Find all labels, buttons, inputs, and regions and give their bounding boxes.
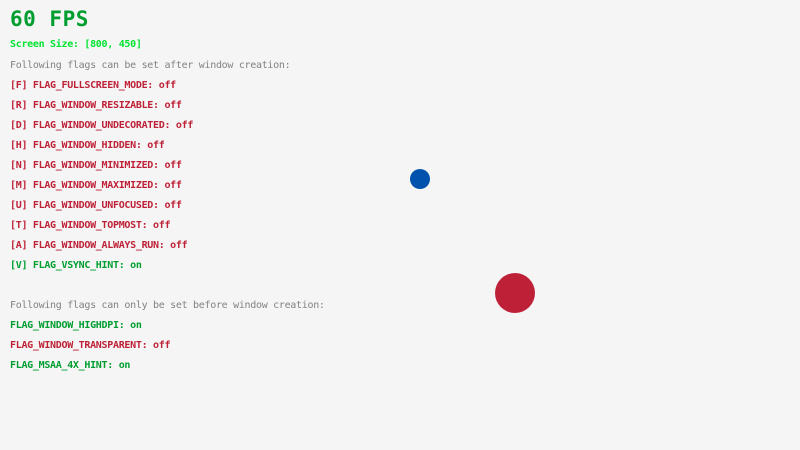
flag-msaa-4x-hint: FLAG_MSAA_4X_HINT: on — [10, 360, 131, 371]
flag-window-resizable: [R] FLAG_WINDOW_RESIZABLE: off — [10, 100, 182, 111]
flag-window-always-run: [A] FLAG_WINDOW_ALWAYS_RUN: off — [10, 240, 188, 251]
screen-size-label: Screen Size: [800, 450] — [10, 39, 142, 50]
flag-fullscreen-mode: [F] FLAG_FULLSCREEN_MODE: off — [10, 80, 176, 91]
flag-window-minimized: [N] FLAG_WINDOW_MINIMIZED: off — [10, 160, 182, 171]
blue-ball — [410, 169, 430, 189]
section-header-before-creation: Following flags can only be set before w… — [10, 300, 325, 311]
section-header-after-creation: Following flags can be set after window … — [10, 60, 291, 71]
red-ball — [495, 273, 535, 313]
flag-vsync-hint: [V] FLAG_VSYNC_HINT: on — [10, 260, 142, 271]
flag-window-unfocused: [U] FLAG_WINDOW_UNFOCUSED: off — [10, 200, 182, 211]
flag-window-highdpi: FLAG_WINDOW_HIGHDPI: on — [10, 320, 142, 331]
flag-window-hidden: [H] FLAG_WINDOW_HIDDEN: off — [10, 140, 165, 151]
fps-counter: 60 FPS — [10, 7, 89, 31]
flag-window-transparent: FLAG_WINDOW_TRANSPARENT: off — [10, 340, 171, 351]
flag-window-topmost: [T] FLAG_WINDOW_TOPMOST: off — [10, 220, 171, 231]
flag-window-maximized: [M] FLAG_WINDOW_MAXIMIZED: off — [10, 180, 182, 191]
flag-window-undecorated: [D] FLAG_WINDOW_UNDECORATED: off — [10, 120, 194, 131]
